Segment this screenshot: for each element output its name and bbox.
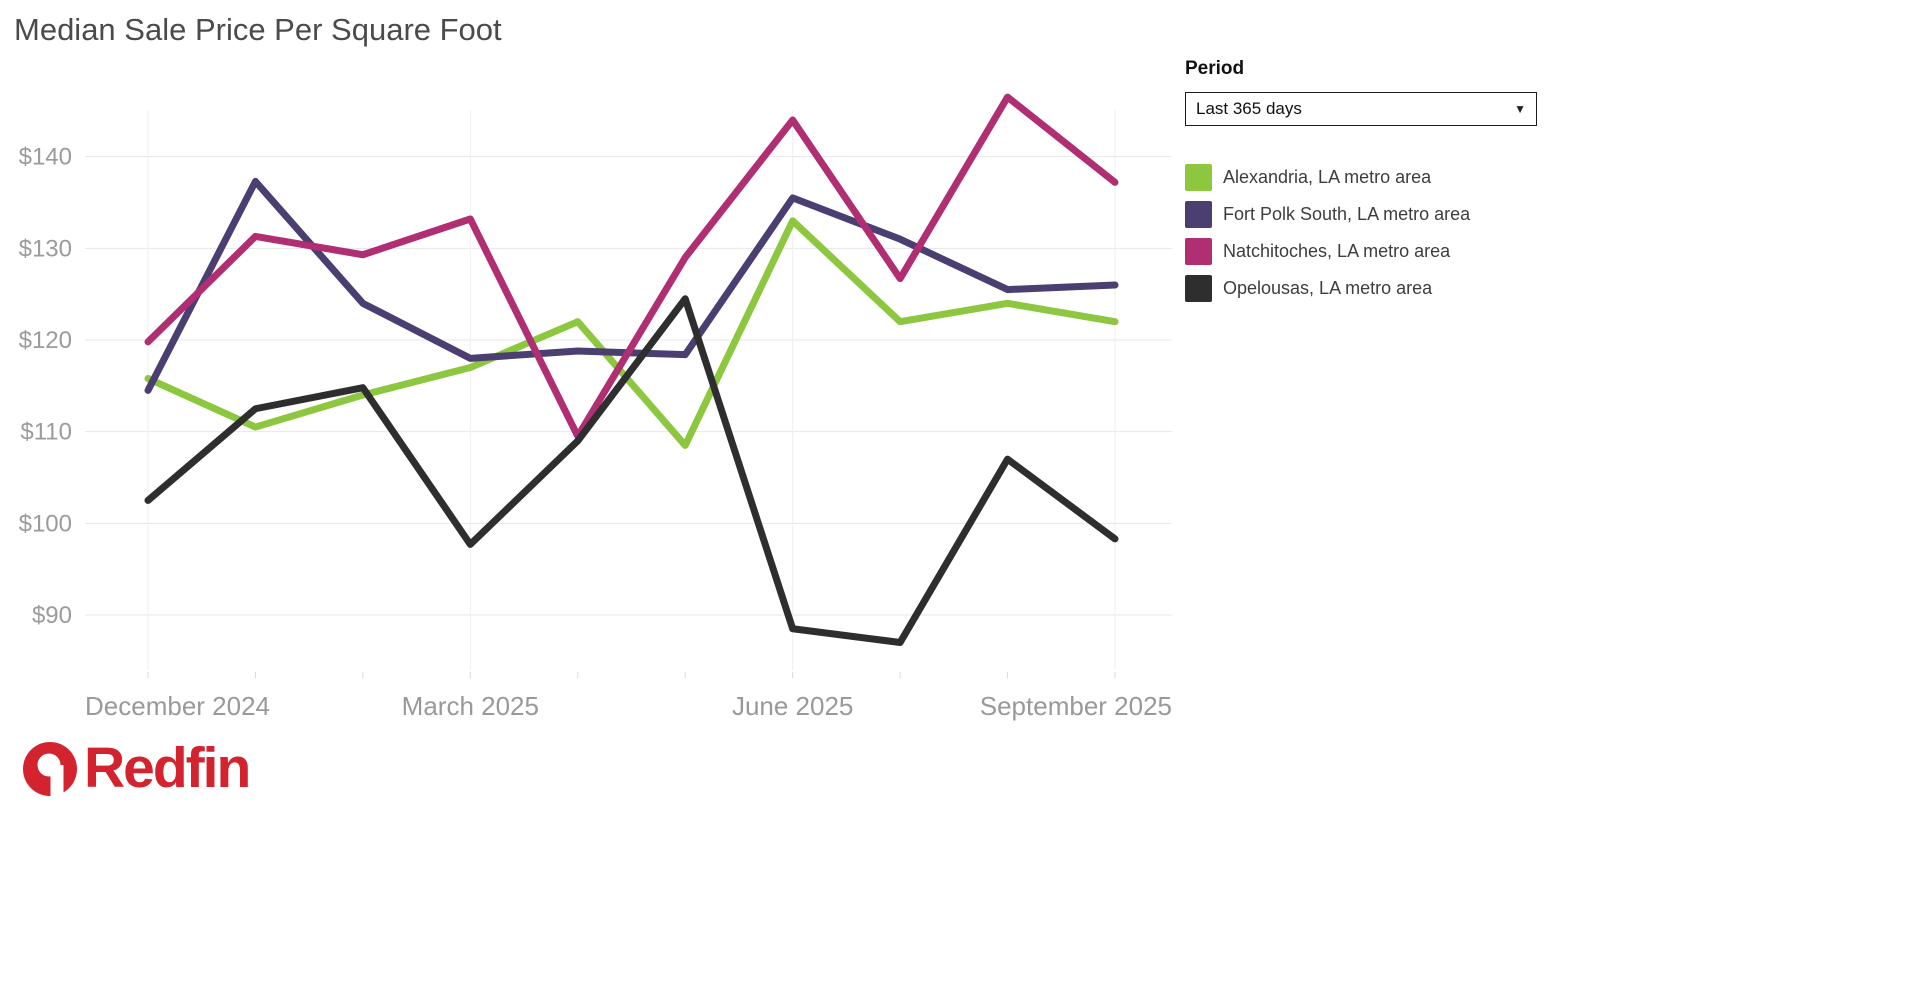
side-panel: Period Last 365 days ▼ Alexandria, LA me… <box>1185 58 1545 302</box>
legend-swatch-icon <box>1185 201 1212 228</box>
legend-item: Opelousas, LA metro area <box>1185 275 1545 302</box>
page-title: Median Sale Price Per Square Foot <box>14 12 502 47</box>
y-axis-tick-label: $130 <box>19 235 72 262</box>
redfin-logo: Redfin <box>22 736 251 800</box>
legend-swatch-icon <box>1185 275 1212 302</box>
period-dropdown-value: Last 365 days <box>1196 99 1302 118</box>
x-axis-tick-label: December 2024 <box>85 691 270 721</box>
legend-label: Fort Polk South, LA metro area <box>1223 204 1471 224</box>
period-label: Period <box>1185 58 1245 79</box>
y-axis-tick-label: $90 <box>32 602 72 629</box>
legend-swatch-icon <box>1185 238 1212 265</box>
legend-item: Alexandria, LA metro area <box>1185 164 1545 191</box>
y-axis-tick-label: $100 <box>19 510 72 537</box>
legend-item: Natchitoches, LA metro area <box>1185 238 1545 265</box>
series-line <box>144 295 1119 646</box>
series-line <box>144 93 1119 440</box>
legend-label: Opelousas, LA metro area <box>1223 278 1433 298</box>
y-axis-tick-label: $110 <box>20 419 72 446</box>
x-axis-tick-label: June 2025 <box>732 691 853 721</box>
chart: $90 $100 $110 $120 $130 $140 December 2024 Marc… <box>0 55 1180 745</box>
legend: Alexandria, LA metro area Fort Polk South… <box>1185 164 1545 302</box>
legend-item: Fort Polk South, LA metro area <box>1185 201 1545 228</box>
line-chart-canvas: $90 $100 $110 $120 $130 $140 December 2024 Marc… <box>19 93 1172 721</box>
x-axis-tick-label: March 2025 <box>402 691 539 721</box>
period-dropdown[interactable]: Last 365 days ▼ <box>1185 92 1537 126</box>
redfin-logo-text: Redfin <box>84 736 251 800</box>
legend-swatch-icon <box>1185 164 1212 191</box>
legend-label: Alexandria, LA metro area <box>1223 167 1432 187</box>
chevron-down-icon: ▼ <box>1514 102 1526 116</box>
x-axis-tick-label: September 2025 <box>980 691 1172 721</box>
series-line <box>144 177 1119 394</box>
series-line <box>144 217 1119 449</box>
redfin-logo-icon <box>23 741 77 796</box>
y-axis-tick-label: $120 <box>19 327 72 354</box>
y-axis-tick-label: $140 <box>19 144 72 171</box>
legend-label: Natchitoches, LA metro area <box>1223 241 1451 261</box>
